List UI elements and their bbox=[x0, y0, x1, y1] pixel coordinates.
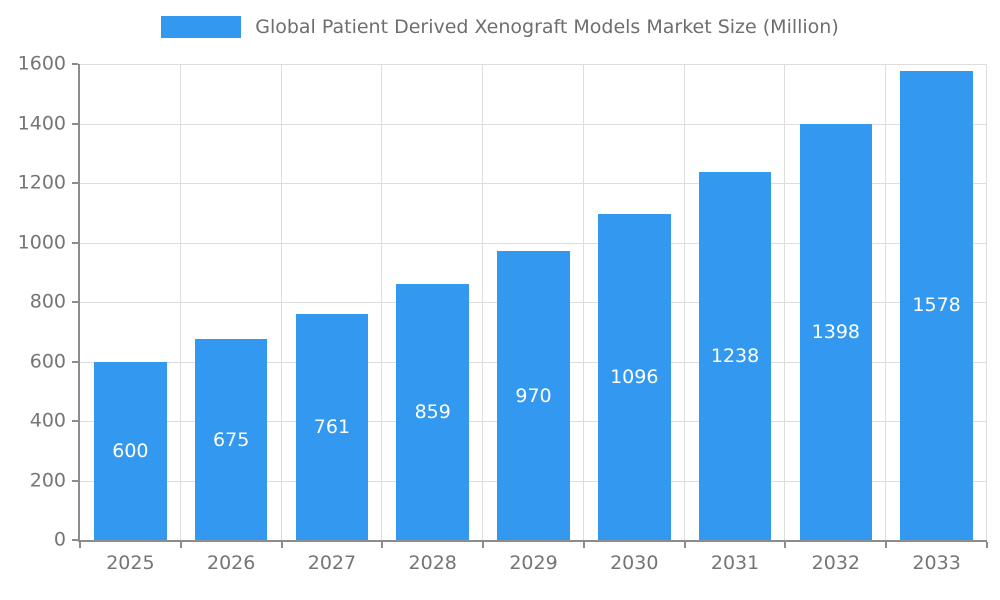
bar-value-label: 675 bbox=[213, 428, 250, 451]
v-gridline bbox=[784, 64, 786, 540]
x-tick-label: 2028 bbox=[408, 552, 457, 574]
x-tick-label: 2032 bbox=[811, 552, 861, 574]
y-axis-tick bbox=[72, 539, 78, 541]
bar-2029[interactable]: 970 bbox=[497, 251, 570, 540]
y-axis-tick bbox=[72, 122, 78, 125]
bar-value-label: 1398 bbox=[811, 321, 860, 344]
x-axis-tick bbox=[784, 542, 787, 548]
h-gridline bbox=[80, 183, 987, 184]
x-axis-tick bbox=[683, 542, 686, 548]
x-tick-label: 2029 bbox=[509, 552, 558, 574]
bar-value-label: 1096 bbox=[610, 365, 659, 388]
bar-value-label: 970 bbox=[515, 384, 552, 407]
v-gridline bbox=[381, 64, 383, 540]
x-tick-label: 2025 bbox=[106, 552, 155, 574]
x-axis-tick bbox=[885, 542, 888, 548]
x-axis-tick bbox=[280, 542, 283, 548]
h-gridline bbox=[80, 242, 987, 244]
plot-area: 600 675 761 859 970 1096 1238 1398 1578 0 200 400 6… bbox=[18, 54, 988, 573]
x-axis-tick bbox=[986, 542, 988, 548]
y-tick-label: 1000 bbox=[17, 231, 66, 253]
y-tick-label: 1600 bbox=[17, 52, 66, 75]
x-axis-tick bbox=[582, 542, 585, 548]
x-axis-tick bbox=[179, 542, 182, 548]
v-gridline bbox=[280, 64, 282, 540]
y-axis-tick bbox=[72, 420, 78, 422]
h-gridline bbox=[80, 64, 987, 65]
bar-value-label: 1578 bbox=[912, 294, 961, 317]
v-gridline bbox=[683, 64, 685, 540]
bar-value-label: 859 bbox=[414, 401, 451, 424]
x-tick-label: 2030 bbox=[610, 552, 659, 574]
bar-2025[interactable]: 600 bbox=[94, 361, 167, 540]
bar-value-label: 1238 bbox=[710, 344, 760, 367]
x-tick-label: 2033 bbox=[912, 552, 961, 574]
y-tick-label: 1200 bbox=[17, 171, 66, 194]
v-gridline bbox=[986, 64, 987, 540]
chart-legend[interactable]: Global Patient Derived Xenograft Models … bbox=[0, 16, 1000, 38]
x-axis-tick bbox=[79, 542, 81, 548]
y-axis-tick bbox=[72, 63, 78, 65]
x-tick-label: 2031 bbox=[710, 552, 760, 574]
h-gridline bbox=[80, 123, 987, 125]
y-tick-label: 400 bbox=[29, 409, 66, 432]
bar-2033[interactable]: 1578 bbox=[900, 70, 973, 540]
y-axis-tick bbox=[72, 301, 78, 303]
y-tick-label: 800 bbox=[29, 290, 66, 313]
bar-2030[interactable]: 1096 bbox=[597, 213, 671, 540]
x-axis-tick bbox=[381, 542, 384, 548]
bar-2032[interactable]: 1398 bbox=[799, 124, 873, 540]
legend-swatch bbox=[161, 16, 242, 38]
bar-2031[interactable]: 1238 bbox=[698, 171, 772, 540]
y-tick-label: 0 bbox=[53, 528, 66, 551]
v-gridline bbox=[482, 64, 484, 540]
bar-2027[interactable]: 761 bbox=[295, 313, 369, 540]
y-tick-label: 600 bbox=[29, 350, 66, 372]
y-axis-tick bbox=[72, 479, 78, 482]
x-tick-label: 2026 bbox=[206, 552, 256, 574]
bar-value-label: 761 bbox=[313, 415, 351, 438]
y-axis-tick bbox=[72, 182, 78, 184]
v-gridline bbox=[179, 64, 181, 540]
bar-2028[interactable]: 859 bbox=[396, 284, 469, 540]
v-gridline bbox=[885, 64, 887, 540]
y-tick-label: 1400 bbox=[17, 112, 66, 134]
bar-value-label: 600 bbox=[112, 439, 149, 462]
bar-2026[interactable]: 675 bbox=[194, 339, 268, 540]
x-axis-tick bbox=[482, 542, 485, 548]
y-axis-tick bbox=[72, 241, 78, 244]
y-tick-label: 200 bbox=[29, 469, 66, 491]
x-tick-label: 2027 bbox=[307, 552, 357, 574]
chart-title: Global Patient Derived Xenograft Models … bbox=[255, 16, 839, 38]
y-axis-tick bbox=[72, 360, 78, 363]
v-gridline bbox=[582, 64, 584, 540]
